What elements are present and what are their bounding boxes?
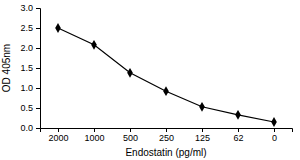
y-tick-mark	[36, 48, 40, 49]
x-tick-mark	[130, 128, 131, 132]
x-axis-line	[41, 129, 293, 133]
y-axis-line	[36, 9, 41, 129]
x-tick-label: 62	[233, 133, 243, 143]
x-tick: 125	[195, 128, 210, 143]
y-tick-label: 0.0	[20, 123, 33, 133]
marker	[199, 102, 205, 112]
y-tick-label: 0.5	[20, 103, 33, 113]
x-tick-mark	[58, 128, 59, 132]
series	[55, 23, 277, 127]
x-tick-mark	[238, 128, 239, 132]
x-tick-label: 1000	[84, 133, 104, 143]
y-tick-mark	[36, 68, 40, 69]
x-tick: 500	[123, 128, 138, 143]
y-tick: 2.0	[20, 43, 40, 53]
y-tick-mark	[36, 8, 40, 9]
marker	[271, 117, 277, 127]
x-tick: 62	[233, 128, 243, 143]
x-tick-mark	[202, 128, 203, 132]
y-tick: 2.5	[20, 23, 40, 33]
x-tick-label: 0	[272, 133, 277, 143]
y-tick-label: 2.0	[20, 43, 33, 53]
marker	[127, 68, 133, 78]
y-tick: 3.0	[20, 3, 40, 13]
y-tick-label: 3.0	[20, 3, 33, 13]
x-axis: 2000 1000 500 250 125 62 0	[41, 128, 293, 143]
y-tick-mark	[36, 108, 40, 109]
y-tick: 1.5	[20, 63, 40, 73]
y-tick: 0.5	[20, 103, 40, 113]
y-tick-label: 1.0	[20, 83, 33, 93]
x-tick-label: 2000	[48, 133, 68, 143]
x-tick-label: 250	[159, 133, 174, 143]
y-axis: 0.0 0.5 1.0 1.5 2.0 2.5 3.0	[20, 3, 40, 133]
chart: 0.0 0.5 1.0 1.5 2.0 2.5 3.0 2000 1000 500 250 125 62…	[0, 0, 300, 160]
x-tick: 250	[159, 128, 174, 143]
y-tick: 1.0	[20, 83, 40, 93]
x-axis-title: Endostatin (pg/ml)	[125, 147, 206, 158]
x-tick-label: 500	[123, 133, 138, 143]
marker	[55, 23, 61, 33]
y-tick-mark	[36, 128, 40, 129]
y-axis-title: OD 405nm	[1, 44, 12, 92]
x-tick: 2000	[48, 128, 68, 143]
x-tick: 1000	[84, 128, 104, 143]
marker	[235, 110, 241, 120]
plot-area: 0.0 0.5 1.0 1.5 2.0 2.5 3.0 2000 1000 500 250 125 62…	[20, 3, 292, 143]
marker	[163, 86, 169, 96]
y-tick-mark	[36, 28, 40, 29]
x-tick-mark	[166, 128, 167, 132]
x-tick-mark	[94, 128, 95, 132]
x-tick-label: 125	[195, 133, 210, 143]
marker	[91, 40, 97, 50]
y-tick-label: 1.5	[20, 63, 33, 73]
y-tick-mark	[36, 88, 40, 89]
y-tick: 0.0	[20, 123, 40, 133]
x-tick-mark	[274, 128, 275, 132]
x-tick: 0	[272, 128, 277, 143]
y-tick-label: 2.5	[20, 23, 33, 33]
line	[58, 28, 274, 122]
